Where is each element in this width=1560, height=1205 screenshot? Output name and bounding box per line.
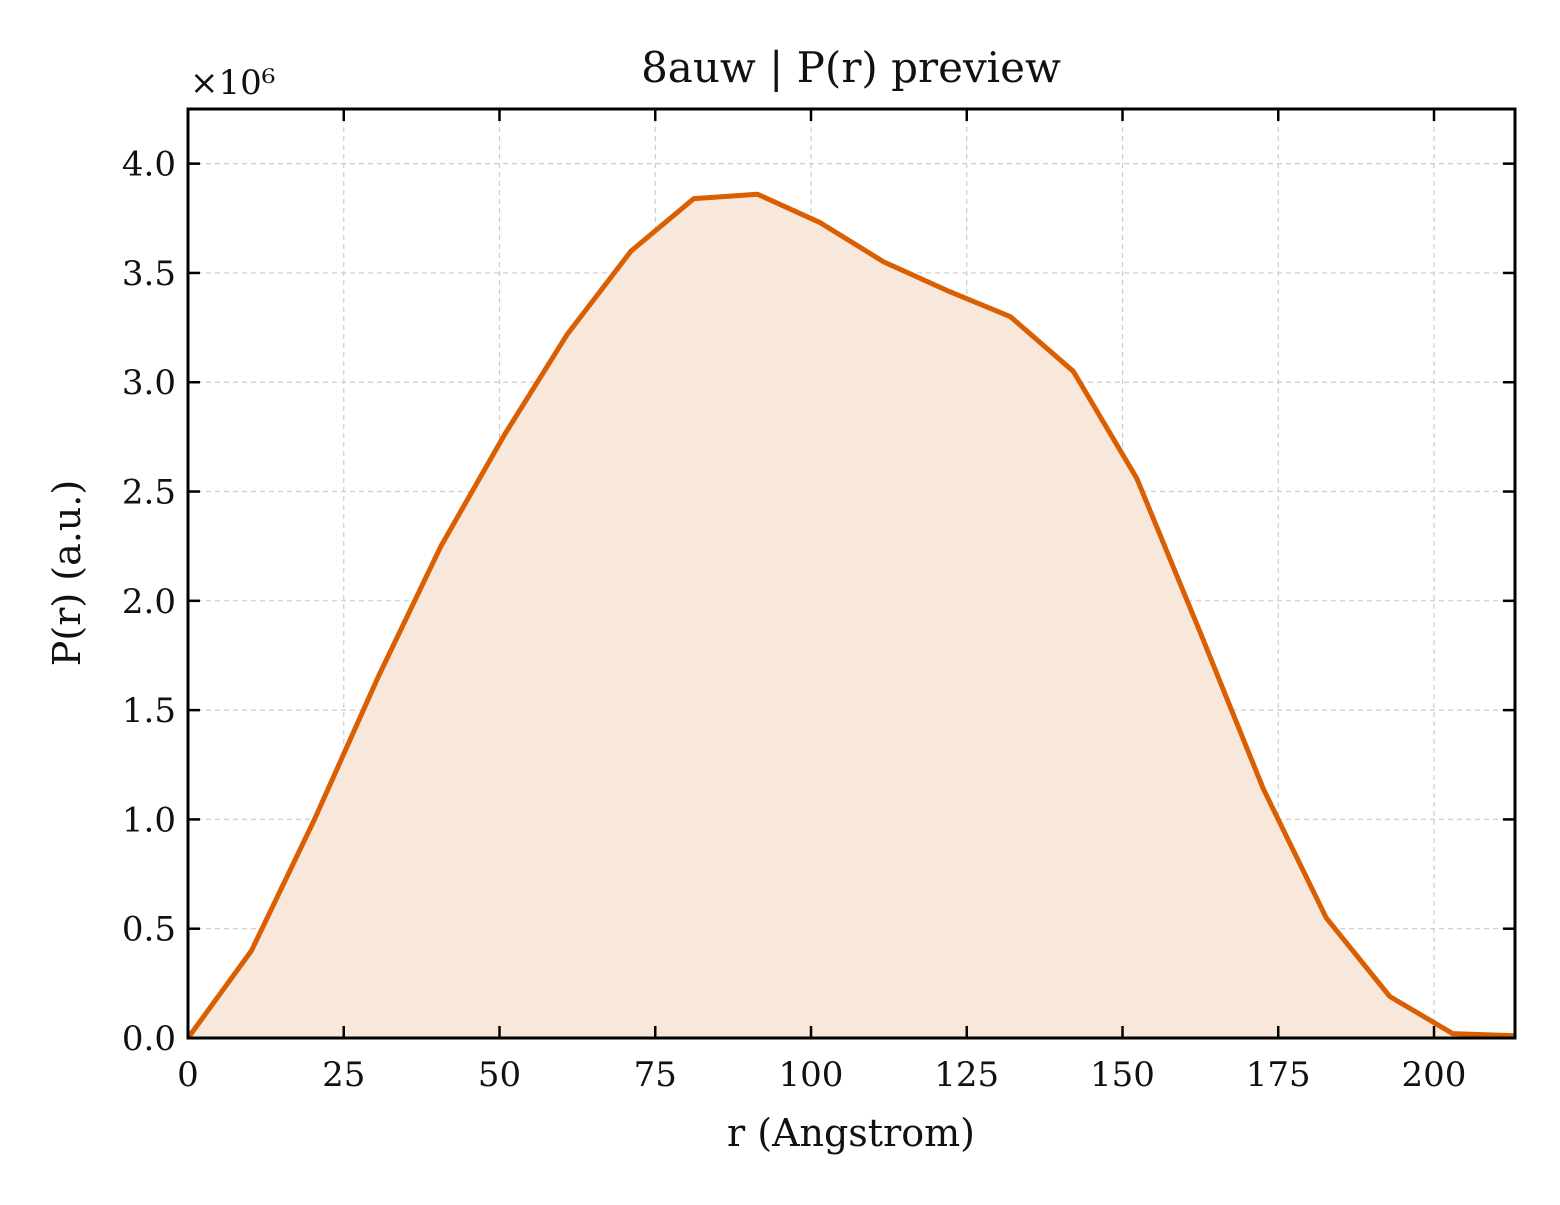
y-tick-label: 3.0: [122, 363, 176, 403]
ticks-layer: 0 25 50 75 100 125 150 175 200 0.0 0.5 1.0 1.5 2.0 2.5…: [122, 109, 1515, 1095]
x-tick-label: 150: [1090, 1055, 1155, 1095]
y-axis-title: P(r) (a.u.): [45, 480, 89, 666]
y-multiplier: ×10⁶: [190, 63, 275, 103]
x-tick-label: 200: [1402, 1055, 1467, 1095]
x-tick-label: 75: [634, 1055, 677, 1095]
y-tick-label: 4.0: [122, 145, 176, 185]
y-tick-label: 3.5: [122, 254, 176, 294]
x-tick-label: 50: [478, 1055, 521, 1095]
y-tick-label: 2.0: [122, 582, 176, 622]
x-tick-label: 125: [934, 1055, 999, 1095]
series-line: [185, 191, 1516, 1040]
chart-title: 8auw | P(r) preview: [641, 43, 1061, 92]
x-axis-title: r (Angstrom): [727, 1111, 975, 1155]
y-tick-label: 2.5: [122, 473, 176, 513]
y-tick-label: 1.5: [122, 691, 176, 731]
x-tick-label: 175: [1246, 1055, 1311, 1095]
plot-frame: [186, 107, 1517, 1040]
x-tick-label: 100: [779, 1055, 844, 1095]
y-tick-label: 0.5: [122, 910, 176, 950]
x-tick-label: 0: [177, 1055, 199, 1095]
x-tick-label: 25: [322, 1055, 365, 1095]
y-tick-label: 0.0: [122, 1019, 176, 1059]
y-tick-label: 1.0: [122, 800, 176, 840]
area-fill: [188, 194, 1515, 1038]
